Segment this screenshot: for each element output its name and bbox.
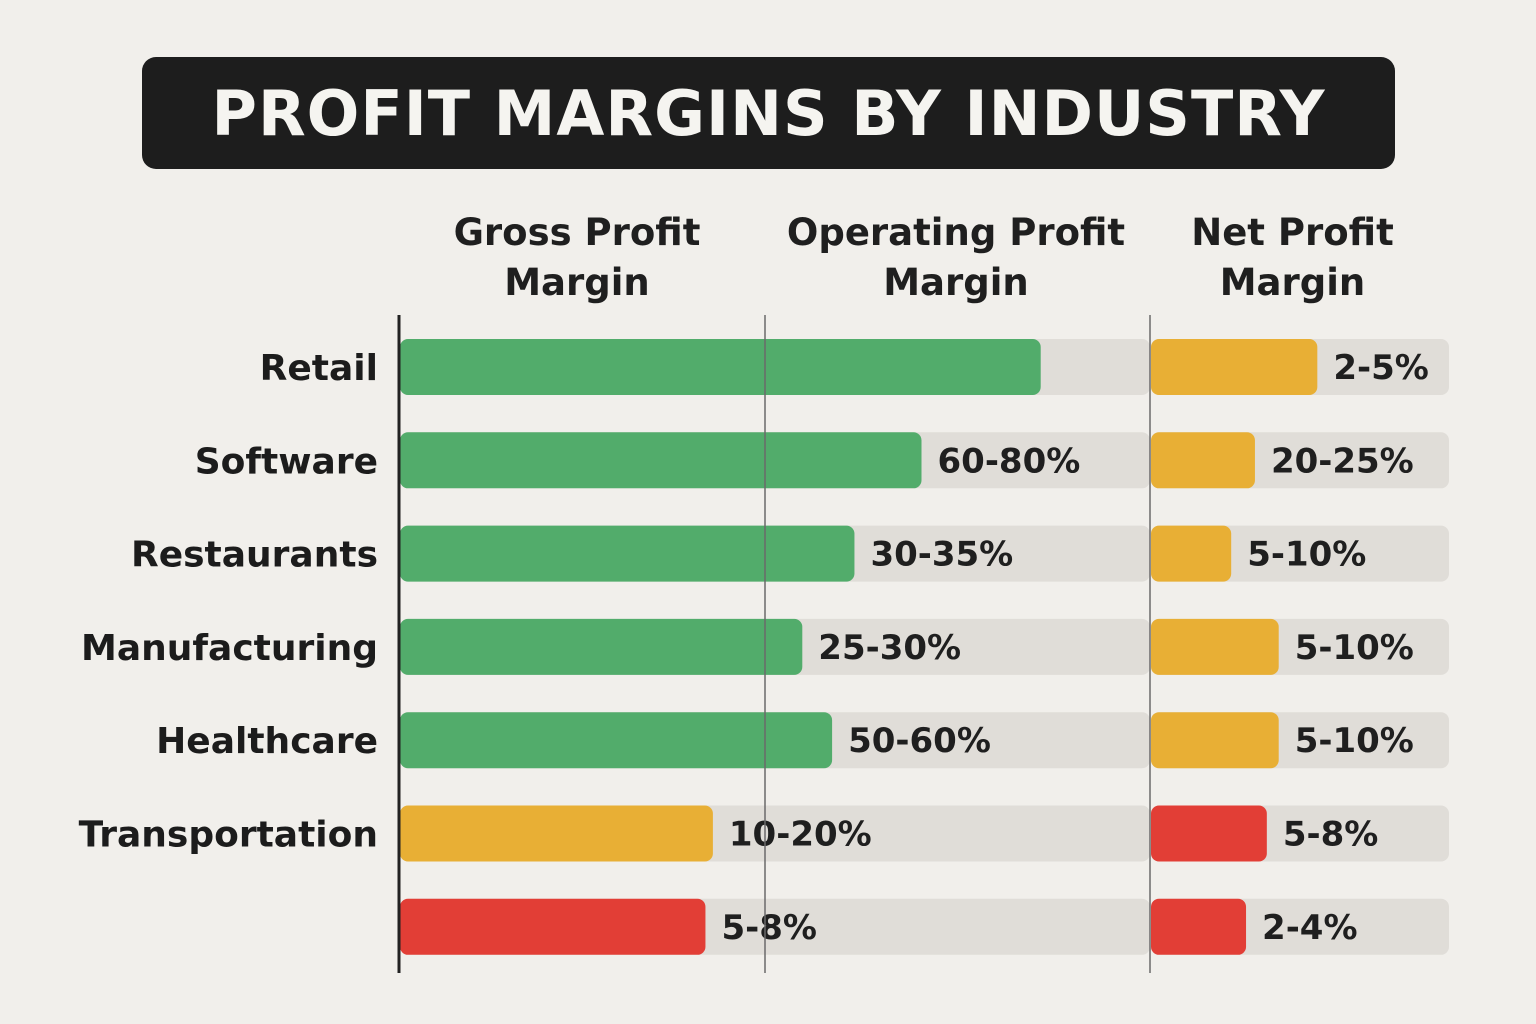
bar-net-restaurants bbox=[1151, 525, 1232, 582]
category-label-retail: Retail bbox=[260, 348, 378, 389]
column-header-net-line2: Margin bbox=[1219, 261, 1366, 304]
bar-gross-healthcare bbox=[400, 712, 833, 769]
column-header-operating: Operating Profit Margin bbox=[776, 208, 1136, 308]
value-label-net-restaurants: 5-10% bbox=[1247, 535, 1366, 575]
column-header-net-line1: Net Profit bbox=[1191, 211, 1394, 254]
bar-gross-transportation bbox=[400, 805, 713, 862]
column-header-gross: Gross Profit Margin bbox=[417, 208, 737, 308]
chart-title: PROFIT MARGINS BY INDUSTRY bbox=[211, 76, 1326, 150]
column-header-operating-line2: Margin bbox=[883, 261, 1029, 304]
category-label-software: Software bbox=[195, 441, 378, 482]
bar-net-healthcare bbox=[1151, 712, 1279, 769]
bar-gross-software bbox=[400, 432, 922, 489]
bar-gross-manufacturing bbox=[400, 618, 803, 675]
value-label-net-software: 20-25% bbox=[1271, 441, 1414, 481]
value-label-net-transportation: 5-8% bbox=[1283, 815, 1379, 855]
bar-net-manufacturing bbox=[1151, 618, 1279, 675]
category-label-healthcare: Healthcare bbox=[156, 721, 378, 762]
category-label-restaurants: Restaurants bbox=[131, 535, 378, 576]
bar-gross-retail bbox=[400, 339, 1041, 395]
column-header-gross-line1: Gross Profit bbox=[453, 211, 701, 254]
title-banner: PROFIT MARGINS BY INDUSTRY bbox=[142, 57, 1395, 169]
category-label-manufacturing: Manufacturing bbox=[81, 628, 378, 669]
column-header-gross-line2: Margin bbox=[504, 261, 650, 304]
value-label-net-retail: 2-5% bbox=[1333, 348, 1429, 388]
value-label-gross-unlabeled: 5-8% bbox=[721, 908, 817, 948]
value-label-gross-restaurants: 30-35% bbox=[870, 535, 1013, 575]
value-label-gross-healthcare: 50-60% bbox=[848, 721, 991, 761]
bar-net-software bbox=[1151, 432, 1255, 489]
value-label-gross-manufacturing: 25-30% bbox=[818, 628, 961, 668]
category-label-transportation: Transportation bbox=[79, 815, 378, 856]
bar-gross-unlabeled bbox=[400, 898, 706, 955]
column-header-operating-line1: Operating Profit bbox=[786, 211, 1126, 254]
bar-net-transportation bbox=[1151, 805, 1267, 862]
bar-gross-restaurants bbox=[400, 525, 855, 582]
bar-net-retail bbox=[1151, 339, 1318, 395]
value-label-gross-transportation: 10-20% bbox=[729, 815, 872, 855]
value-label-net-unlabeled: 2-4% bbox=[1262, 908, 1358, 948]
bar-net-unlabeled bbox=[1151, 898, 1247, 955]
column-header-net: Net Profit Margin bbox=[1160, 208, 1425, 308]
value-label-gross-software: 60-80% bbox=[938, 441, 1081, 481]
value-label-net-manufacturing: 5-10% bbox=[1295, 628, 1414, 668]
value-label-net-healthcare: 5-10% bbox=[1295, 721, 1414, 761]
